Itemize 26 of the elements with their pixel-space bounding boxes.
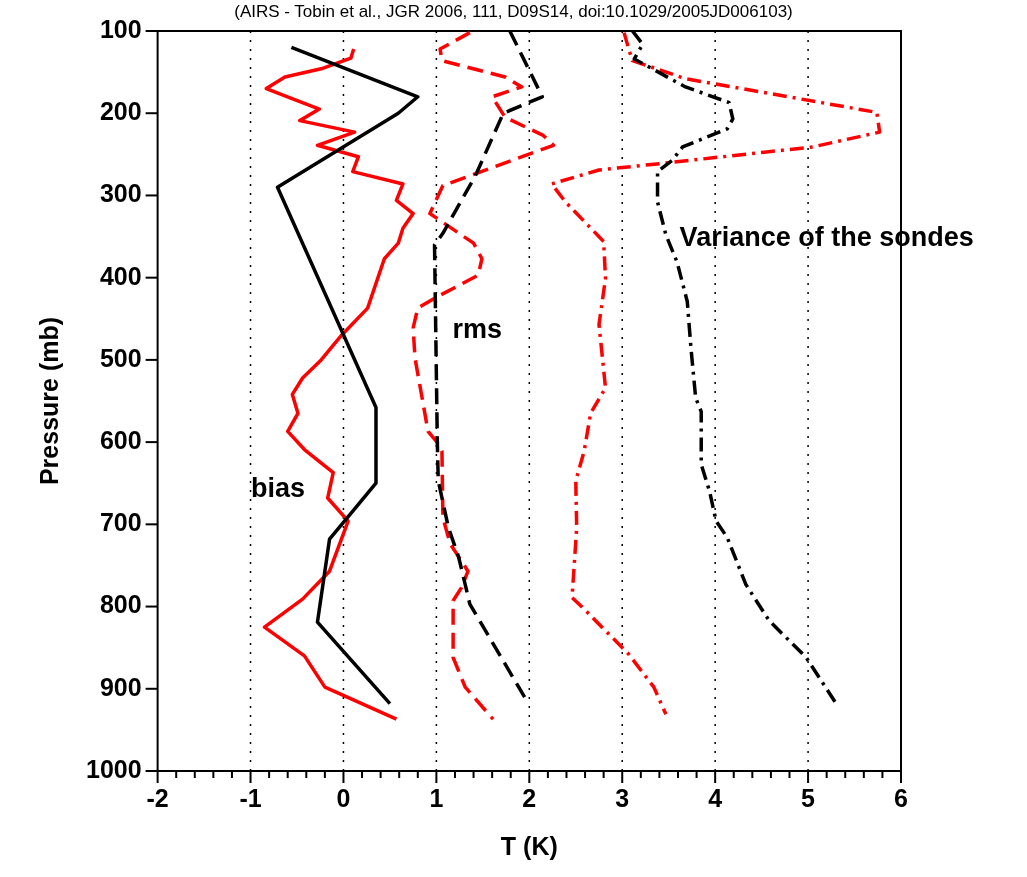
x-tick-label: -2 (146, 783, 169, 812)
y-axis-title: Pressure (mb) (34, 316, 63, 486)
x-tick-label: 5 (801, 783, 816, 812)
line-series (549, 31, 882, 717)
x-tick-label: 0 (336, 783, 351, 812)
y-tick-label: 200 (99, 97, 142, 126)
x-tick-label: 3 (615, 783, 630, 812)
y-tick-label: 400 (99, 261, 142, 290)
line-series (411, 31, 556, 721)
chart-title: (AIRS - Tobin et al., JGR 2006, 111, D09S14, doi:10.1029/2005JD006103) (234, 2, 793, 21)
x-tick-label: 4 (708, 783, 723, 812)
y-tick-label: 100 (99, 14, 142, 43)
x-tick-label: -1 (239, 783, 262, 812)
annotation: rms (452, 314, 503, 345)
y-tick-label: 700 (99, 508, 142, 537)
y-tick-label: 500 (99, 343, 142, 372)
x-tick-label: 6 (894, 783, 908, 812)
y-tick-label: 900 (99, 672, 142, 701)
y-tick-label: 600 (99, 426, 142, 454)
y-tick-label: 300 (99, 179, 142, 208)
y-tick-label: 800 (99, 590, 142, 619)
annotation: bias (251, 473, 306, 504)
x-tick-label: 1 (429, 783, 444, 812)
y-tick-label: 1000 (85, 754, 142, 783)
x-axis-title: T (K) (500, 831, 558, 860)
x-tick-label: 2 (522, 783, 537, 812)
